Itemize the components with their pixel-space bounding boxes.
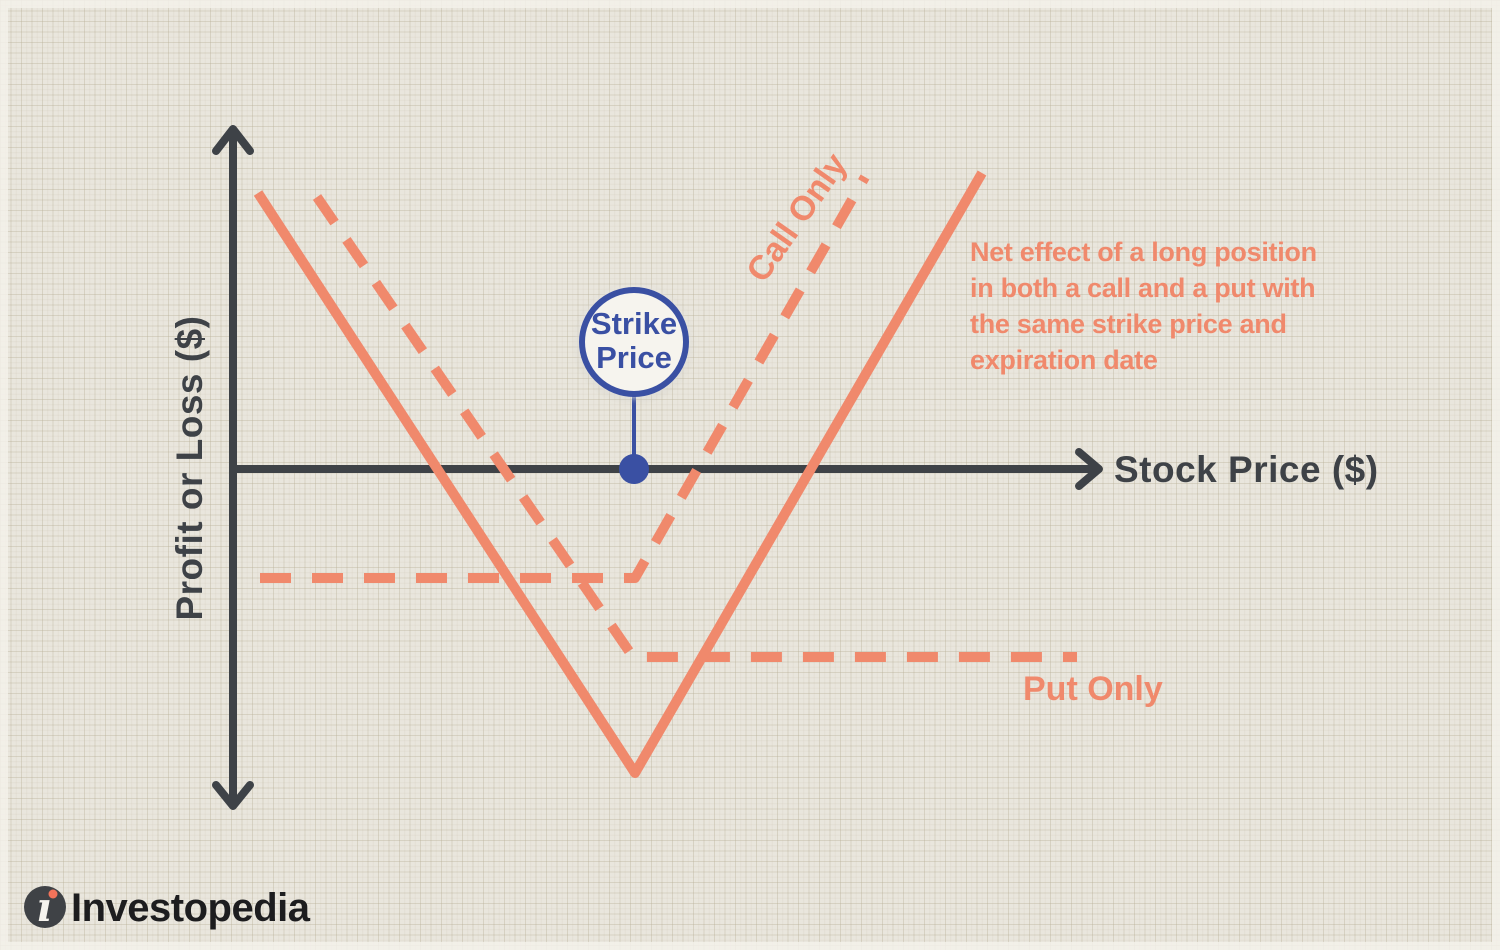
logo-i-dot-icon: [48, 889, 58, 899]
put-only-label: Put Only: [1023, 670, 1163, 708]
strike-price-label-line2: Price: [596, 340, 672, 375]
annotation-line: the same strike price and: [970, 309, 1287, 339]
x-axis-label: Stock Price ($): [1114, 449, 1379, 490]
callout-bubble: [579, 287, 689, 397]
logo-i-glyph: ı: [36, 884, 51, 931]
annotation-line: Net effect of a long position: [970, 237, 1317, 267]
axes: [212, 125, 1103, 810]
annotation-line: expiration date: [970, 345, 1158, 375]
investopedia-logo: ı Investopedia: [24, 884, 311, 931]
annotation-line: in both a call and a put with: [970, 273, 1315, 303]
strike-price-marker-dot: [619, 454, 649, 484]
strike-price-label-line1: Strike: [591, 306, 677, 341]
net-effect-line: [253, 170, 987, 778]
logo-wordmark: Investopedia: [71, 886, 311, 930]
y-axis-up-arrow-icon: [212, 125, 254, 155]
call-only-line: [260, 174, 870, 583]
strike-price-callout: Strike Price: [579, 287, 689, 484]
x-axis-right-arrow-icon: [1075, 448, 1103, 490]
net-effect-annotation: Net effect of a long position in both a …: [970, 237, 1317, 375]
y-axis-label: Profit or Loss ($): [169, 315, 210, 620]
y-axis-down-arrow-icon: [212, 781, 254, 810]
put-only-line: [312, 194, 1077, 662]
